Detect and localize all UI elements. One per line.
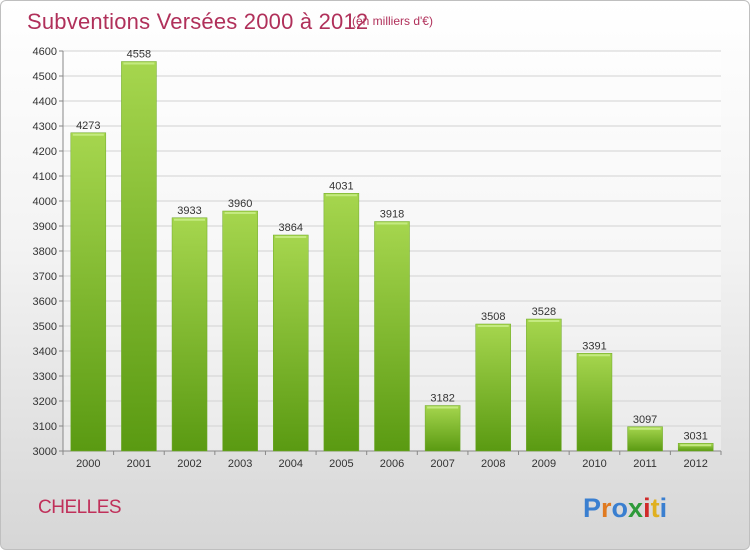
bar-highlight [376, 222, 408, 225]
bar-2007 [424, 405, 461, 452]
y-tick-label: 4400 [33, 96, 57, 108]
bar-2010 [576, 353, 613, 452]
bars [70, 61, 714, 452]
bar-2005 [323, 193, 360, 452]
bar-highlight [629, 427, 661, 430]
value-label-2002: 3933 [177, 205, 201, 217]
y-tick-label: 3900 [33, 221, 57, 233]
y-tick-label: 3400 [33, 346, 57, 358]
bar-2001 [121, 61, 157, 452]
y-tick-label: 3600 [33, 296, 57, 308]
bar-highlight [174, 218, 206, 221]
bar-highlight [528, 320, 560, 322]
y-tick-label: 3100 [33, 421, 57, 433]
bar-chart: 3000 3100 3200 3300 3400 3500 3600 3700 3800 3900… [33, 46, 722, 471]
x-tick-label-2010: 2010 [582, 458, 606, 470]
bar-2002 [171, 217, 208, 452]
bar-highlight [477, 325, 509, 327]
x-tick-label-2009: 2009 [532, 458, 556, 470]
bar-2008 [475, 323, 511, 452]
bar-2004 [273, 234, 309, 452]
bar-2009 [526, 318, 562, 452]
y-tick-label: 3300 [33, 371, 57, 383]
bar-highlight [427, 406, 459, 409]
value-label-2010: 3391 [582, 340, 606, 352]
y-tick-label: 3700 [33, 271, 57, 283]
value-label-2000: 4273 [76, 120, 100, 132]
value-label-2009: 3528 [532, 306, 556, 318]
x-tick-label-2003: 2003 [228, 458, 252, 470]
value-label-2006: 3918 [380, 209, 404, 221]
value-label-2001: 4558 [127, 49, 151, 61]
value-label-2004: 3864 [279, 222, 303, 234]
bar-2006 [374, 221, 410, 452]
bar-2011 [627, 426, 663, 452]
bar-highlight [123, 62, 155, 65]
x-tick-label-2002: 2002 [177, 458, 201, 470]
x-tick-label-2011: 2011 [633, 458, 657, 470]
y-tick-label: 4500 [33, 71, 57, 83]
bar-highlight [224, 212, 256, 214]
location-label: CHELLES [38, 497, 122, 518]
bar-highlight [72, 133, 104, 136]
bar-highlight [275, 236, 307, 238]
y-tick-label: 4000 [33, 196, 57, 208]
y-tick-label: 4600 [33, 46, 57, 58]
value-label-2011: 3097 [633, 414, 657, 426]
x-tick-label-2006: 2006 [380, 458, 404, 470]
bar-highlight [680, 444, 712, 447]
value-label-2008: 3508 [481, 311, 505, 323]
y-tick-label: 4200 [33, 146, 57, 158]
x-tick-label-2004: 2004 [279, 458, 303, 470]
svg-text:Proxiti: Proxiti [583, 493, 667, 523]
y-tick-label: 3200 [33, 396, 57, 408]
value-label-2012: 3031 [683, 430, 707, 442]
x-tick-label-2001: 2001 [127, 458, 151, 470]
y-tick-label: 4100 [33, 171, 57, 183]
x-tick-label-2008: 2008 [481, 458, 505, 470]
x-tick-label-2012: 2012 [683, 458, 707, 470]
x-tick-label-2005: 2005 [329, 458, 353, 470]
y-tick-label: 4300 [33, 121, 57, 133]
bar-2012 [677, 443, 714, 452]
y-tick-label: 3500 [33, 321, 57, 333]
proxiti-logo: Proxiti [583, 493, 667, 523]
value-label-2007: 3182 [430, 393, 454, 405]
chart-title: Subventions Versées 2000 à 2012 [27, 9, 369, 34]
bar-highlight [578, 354, 610, 357]
y-tick-label: 3000 [33, 446, 57, 458]
data-labels: 4273 2000 4558 2001 3933 2002 3960 2003 3864 2004… [76, 49, 708, 471]
value-label-2005: 4031 [329, 180, 353, 192]
x-tick-label-2007: 2007 [430, 458, 454, 470]
value-label-2003: 3960 [228, 198, 252, 210]
x-tick-label-2000: 2000 [76, 458, 100, 470]
chart-subtitle: (en milliers d'€) [352, 14, 433, 28]
bar-2000 [70, 132, 107, 452]
bar-highlight [325, 194, 357, 197]
bar-2003 [222, 210, 258, 452]
y-tick-label: 3800 [33, 246, 57, 258]
